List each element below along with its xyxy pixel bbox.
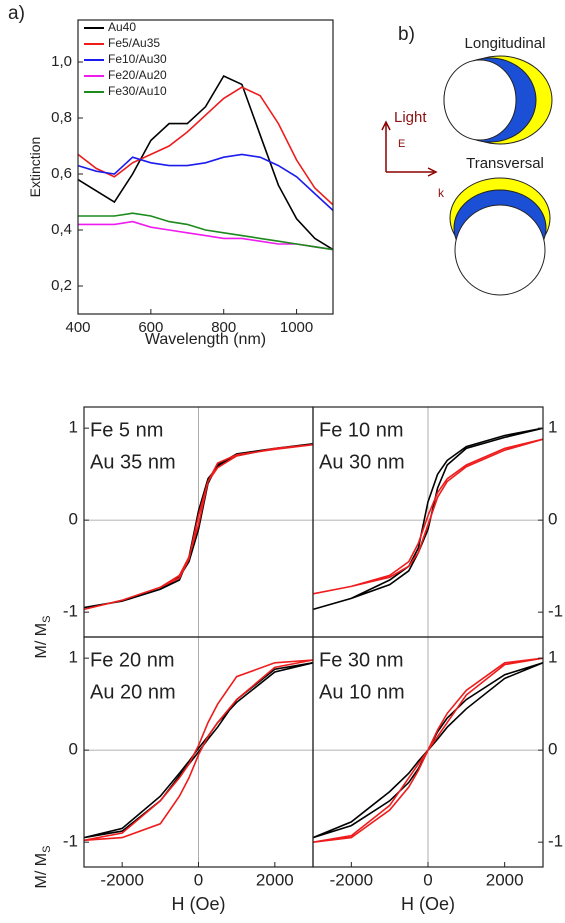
- chart: -1 0 1 M/ MS Fe 5 nm Au 35 nm: [33, 406, 314, 659]
- y-tick-label: 1,0: [51, 53, 72, 70]
- diagram-label: E: [398, 138, 405, 150]
- series-line: [78, 220, 334, 251]
- x-tick-label: -2000: [100, 870, 143, 889]
- y-tick-label: 0,2: [51, 277, 72, 294]
- y-tick-label: 0,8: [51, 109, 72, 126]
- diagram-label: Longitudinal: [465, 35, 546, 52]
- diagram: b) Longitudinal Light E k Transversal: [381, 24, 553, 296]
- y-tick-label: 0: [548, 740, 557, 759]
- x-tick-label: 600: [138, 319, 163, 336]
- y-axis-label-main: M/ M: [33, 853, 50, 889]
- legend-label: Fe10/Au30: [108, 52, 167, 66]
- x-tick-label: 0: [423, 870, 432, 889]
- chart: 0,2 0,4 0,6 0,8 1,0 400 600 800 1000 Wavelength (…: [8, 3, 334, 348]
- x-axis-label: H (Oe): [401, 894, 455, 914]
- plot-frame: [77, 19, 334, 315]
- x-tick-label: 800: [211, 319, 236, 336]
- legend-label: Au40: [108, 20, 136, 34]
- chart: -1 0 1 -2000 0 2000 H (Oe) M/ MS Fe 20 nm Au 20 n…: [33, 636, 314, 914]
- y-tick-label: 0,6: [51, 165, 72, 182]
- diagram-label: Transversal: [466, 155, 544, 172]
- annotation: Au 30 nm: [319, 451, 405, 473]
- x-tick-label: 1000: [280, 319, 313, 336]
- y-tick-label: 1: [548, 648, 557, 667]
- y-tick-label: -1: [63, 832, 78, 851]
- y-axis-label-main: Extinction: [27, 137, 43, 198]
- core: [454, 204, 546, 296]
- y-axis-label: Extinction: [27, 137, 43, 198]
- diagram-label: k: [438, 186, 445, 200]
- legend-label: Fe20/Au20: [108, 68, 167, 82]
- series-line: [77, 153, 334, 211]
- core: [443, 59, 517, 141]
- y-axis-label-main: M/ M: [33, 623, 50, 659]
- x-tick-label: 2000: [486, 870, 524, 889]
- e-arrowhead: [381, 120, 391, 131]
- y-tick-label: 1: [548, 418, 557, 437]
- y-tick-label: -1: [63, 602, 78, 621]
- x-tick-label: 2000: [256, 870, 294, 889]
- y-tick-label: 0: [548, 510, 557, 529]
- y-tick-label: 0: [69, 510, 78, 529]
- series-line: [78, 212, 334, 251]
- x-tick-label: 400: [65, 319, 90, 336]
- diagram-label: Light: [394, 109, 427, 126]
- y-tick-label: 1: [69, 648, 78, 667]
- x-tick-label: -2000: [330, 870, 373, 889]
- x-tick-label: 0: [194, 870, 203, 889]
- chart: -1 0 1 Fe 10 nm Au 30 nm: [312, 406, 563, 638]
- y-axis-label: M/ MS: [33, 616, 53, 659]
- annotation: Fe 10 nm: [319, 419, 403, 441]
- k-arrowhead: [427, 167, 438, 177]
- panel-label: b): [398, 24, 415, 45]
- annotation: Au 10 nm: [319, 681, 405, 703]
- x-axis-label: Wavelength (nm): [145, 331, 266, 348]
- x-axis-label: H (Oe): [172, 894, 226, 914]
- annotation: Fe 20 nm: [90, 649, 174, 671]
- y-tick-label: 0,4: [51, 221, 72, 238]
- annotation: Au 35 nm: [90, 451, 176, 473]
- series-line: [77, 74, 334, 251]
- y-tick-label: -1: [548, 602, 563, 621]
- y-tick-label: 1: [69, 418, 78, 437]
- y-axis-label-sub: S: [41, 846, 53, 853]
- y-axis-label-sub: S: [41, 616, 53, 623]
- series-line: [77, 86, 334, 206]
- legend-label: Fe30/Au10: [108, 84, 167, 98]
- panel-label: a): [8, 3, 25, 24]
- legend-label: Fe5/Au35: [108, 36, 160, 50]
- y-tick-label: 0: [69, 740, 78, 759]
- y-axis-label: M/ MS: [33, 846, 53, 889]
- annotation: Au 20 nm: [90, 681, 176, 703]
- y-tick-label: -1: [548, 832, 563, 851]
- annotation: Fe 5 nm: [90, 419, 163, 441]
- annotation: Fe 30 nm: [319, 649, 403, 671]
- chart: -1 0 1 -2000 0 2000 H (Oe) Fe 30 nm Au 10 nm: [312, 636, 563, 914]
